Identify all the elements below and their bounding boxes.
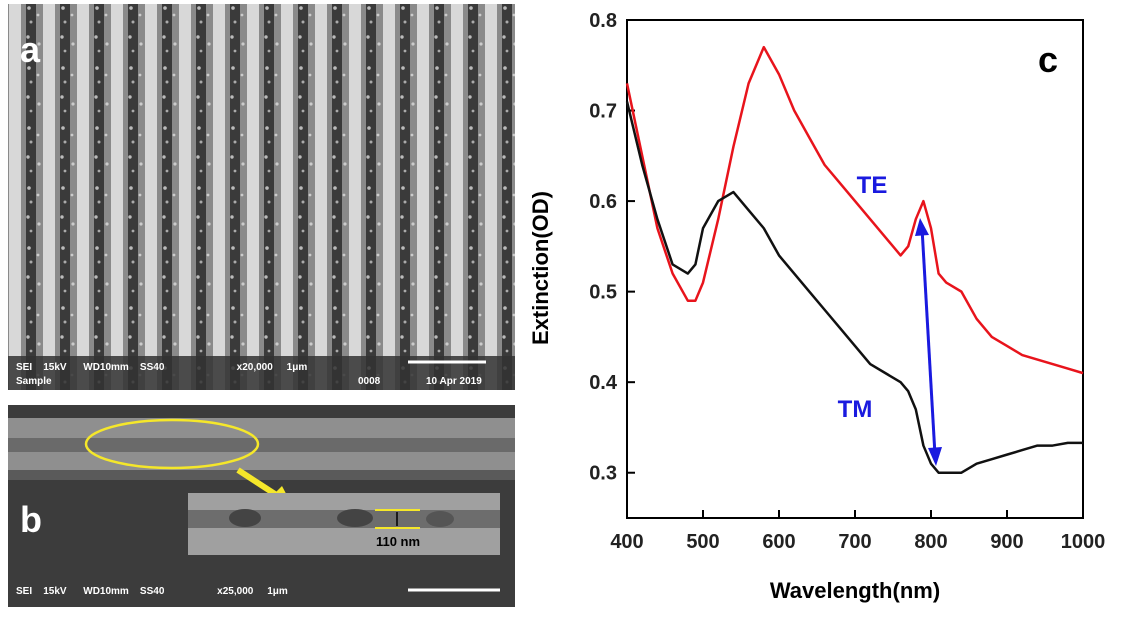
y-tick-label: 0.5 xyxy=(589,282,617,304)
panel-label: c xyxy=(1038,39,1058,80)
series-label: TE xyxy=(857,172,888,199)
sem-info: Sample xyxy=(16,376,52,387)
panel-b: 110 nm b SEI 15kV WD10mm SS40 x25,000 1μ… xyxy=(8,405,515,607)
series-line xyxy=(625,101,1083,474)
y-tick-label: 0.4 xyxy=(589,372,618,394)
y-tick-label: 0.8 xyxy=(589,10,617,32)
thickness-label: 110 nm xyxy=(376,534,420,549)
inset-void xyxy=(337,509,373,527)
inset-void xyxy=(426,511,454,527)
sem-info: SEI 15kV WD10mm SS40 x25,000 1μm xyxy=(16,586,288,597)
series-line xyxy=(625,45,1084,375)
y-tick-label: 0.6 xyxy=(589,191,617,213)
series-label: TM xyxy=(838,396,873,423)
plot-frame xyxy=(626,19,1084,519)
panel-a: a SEI 15kV WD10mm SS40 x20,000 1μm Sampl… xyxy=(8,4,515,390)
chart: c Wavelength(nm) Extinction(OD) TE TM 40… xyxy=(528,10,1105,603)
y-tick-label: 0.7 xyxy=(589,101,617,123)
sem-info: SEI 15kV WD10mm SS40 x20,000 1μm xyxy=(16,362,307,373)
difference-arrow xyxy=(920,227,937,456)
x-tick-label: 500 xyxy=(686,531,719,553)
x-tick-label: 900 xyxy=(990,531,1023,553)
film-layer xyxy=(8,438,515,452)
panel-label: a xyxy=(20,29,41,70)
sem-image-a xyxy=(8,4,515,390)
panel-label: b xyxy=(20,499,42,540)
inset-void xyxy=(229,509,261,527)
y-tick-label: 0.3 xyxy=(589,463,617,485)
x-axis-title: Wavelength(nm) xyxy=(770,578,940,603)
pointer-arrow xyxy=(236,467,280,499)
x-tick-label: 800 xyxy=(914,531,947,553)
sem-info: 0008 xyxy=(358,376,381,387)
highlight-ellipse xyxy=(84,418,260,470)
x-tick-label: 700 xyxy=(838,531,871,553)
arrow-head xyxy=(928,447,942,466)
arrow-head xyxy=(915,218,929,236)
sem-info: 10 Apr 2019 xyxy=(426,376,482,387)
x-tick-label: 600 xyxy=(762,531,795,553)
film-layer xyxy=(8,470,515,480)
y-axis-title: Extinction(OD) xyxy=(528,191,553,345)
x-tick-label: 1000 xyxy=(1061,531,1106,553)
x-tick-label: 400 xyxy=(610,531,643,553)
